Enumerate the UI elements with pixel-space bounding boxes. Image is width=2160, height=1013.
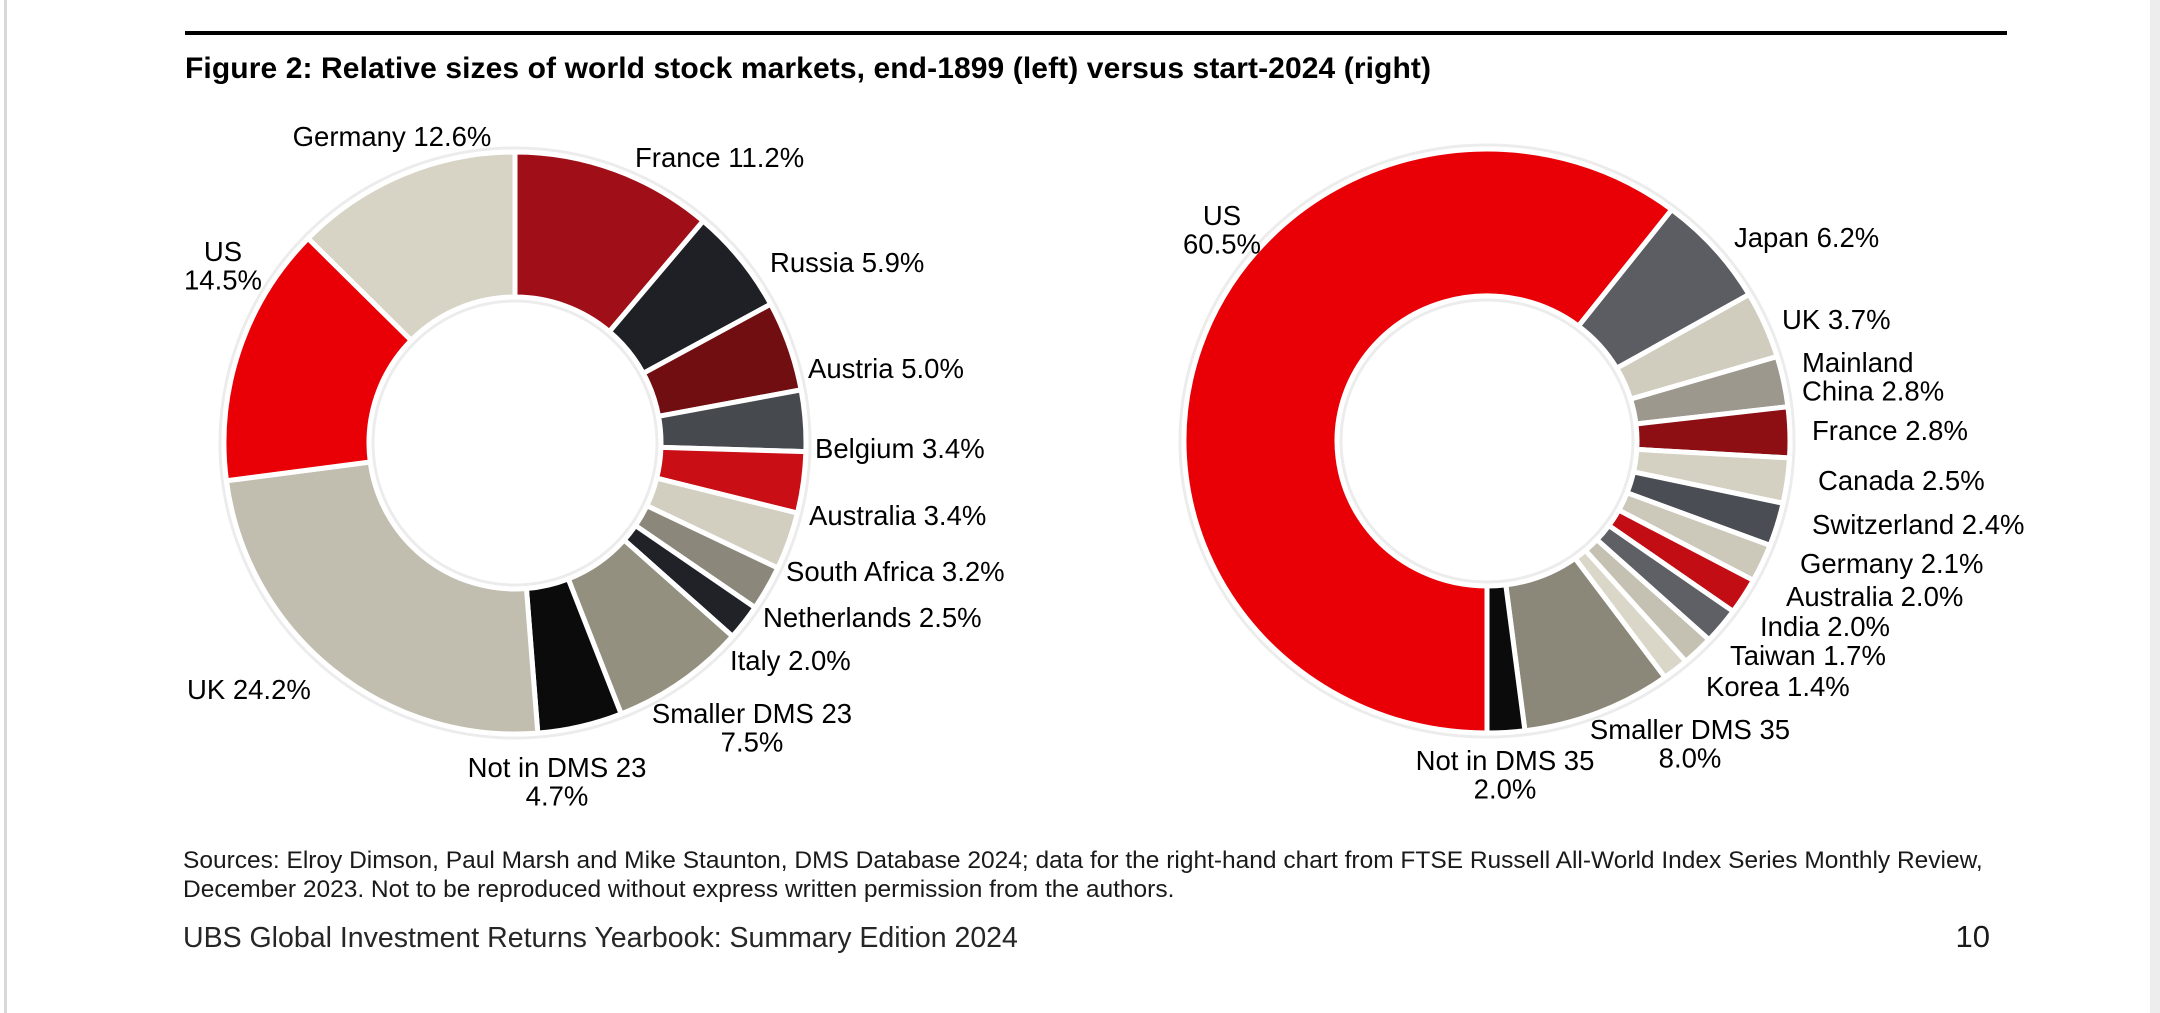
left-label-italy: Italy 2.0% — [730, 645, 851, 676]
footer-text: UBS Global Investment Returns Yearbook: … — [183, 922, 1018, 954]
left-label-belgium: Belgium 3.4% — [815, 433, 985, 464]
left-chart-halo-outer — [218, 146, 812, 740]
figure-title: Figure 2: Relative sizes of world stock … — [185, 52, 1432, 85]
right-slice-us — [1181, 146, 1675, 736]
page-number: 10 — [1955, 919, 1990, 954]
left-label-france: France 11.2% — [635, 142, 804, 173]
left-label-russia: Russia 5.9% — [770, 247, 924, 278]
left-slice-germany — [305, 149, 518, 343]
right-label-germany: Germany 2.1% — [1800, 548, 1983, 579]
right-label-korea: Korea 1.4% — [1706, 671, 1850, 702]
sources-line-2: December 2023. Not to be reproduced with… — [183, 876, 1175, 903]
left-slice-us — [221, 235, 414, 484]
right-label-india: India 2.0% — [1760, 611, 1890, 642]
sources-line-1: Sources: Elroy Dimson, Paul Marsh and Mi… — [183, 847, 1983, 874]
left-label-not-in-dms-23: Not in DMS 23 4.7% — [468, 752, 647, 812]
title-rule — [185, 31, 2007, 35]
right-chart-halo-inner — [1339, 298, 1635, 584]
left-label-smaller-dms-23: Smaller DMS 23 7.5% — [652, 698, 852, 758]
right-label-uk: UK 3.7% — [1782, 304, 1891, 335]
right-donut-chart: US 60.5% Japan 6.2% UK 3.7% Mainland China 2.… — [1178, 143, 2024, 805]
page-left-edge — [4, 0, 7, 1013]
left-donut-chart: France 11.2% Russia 5.9% Austria 5.0% Belgi… — [184, 121, 1005, 812]
left-chart-halo-inner — [371, 299, 659, 587]
left-label-austria: Austria 5.0% — [808, 353, 964, 384]
right-label-france: France 2.8% — [1812, 415, 1968, 446]
left-label-netherlands: Netherlands 2.5% — [763, 602, 982, 633]
right-label-not-in-dms-35: Not in DMS 35 2.0% — [1416, 745, 1595, 805]
right-label-taiwan: Taiwan 1.7% — [1730, 640, 1886, 671]
right-label-us: US 60.5% — [1183, 200, 1261, 260]
right-label-smaller-dms-35: Smaller DMS 35 8.0% — [1590, 714, 1790, 774]
right-slice-not-in-dms-35 — [1484, 582, 1528, 736]
right-label-mainland-china: Mainland China 2.8% — [1802, 347, 1944, 407]
right-label-switzerland: Switzerland 2.4% — [1812, 509, 2024, 540]
page-right-edge — [2150, 0, 2160, 1013]
left-label-germany: Germany 12.6% — [293, 121, 492, 152]
sources-note: Sources: Elroy Dimson, Paul Marsh and Mi… — [183, 846, 2013, 904]
right-chart-halo-outer — [1178, 143, 1796, 739]
right-label-australia: Australia 2.0% — [1786, 581, 1963, 612]
left-slice-uk — [223, 459, 541, 737]
left-label-south-africa: South Africa 3.2% — [786, 556, 1005, 587]
right-label-japan: Japan 6.2% — [1734, 222, 1879, 253]
left-label-uk: UK 24.2% — [187, 674, 311, 705]
left-label-australia: Australia 3.4% — [809, 500, 986, 531]
left-label-us: US 14.5% — [184, 236, 262, 296]
right-label-canada: Canada 2.5% — [1818, 465, 1985, 496]
